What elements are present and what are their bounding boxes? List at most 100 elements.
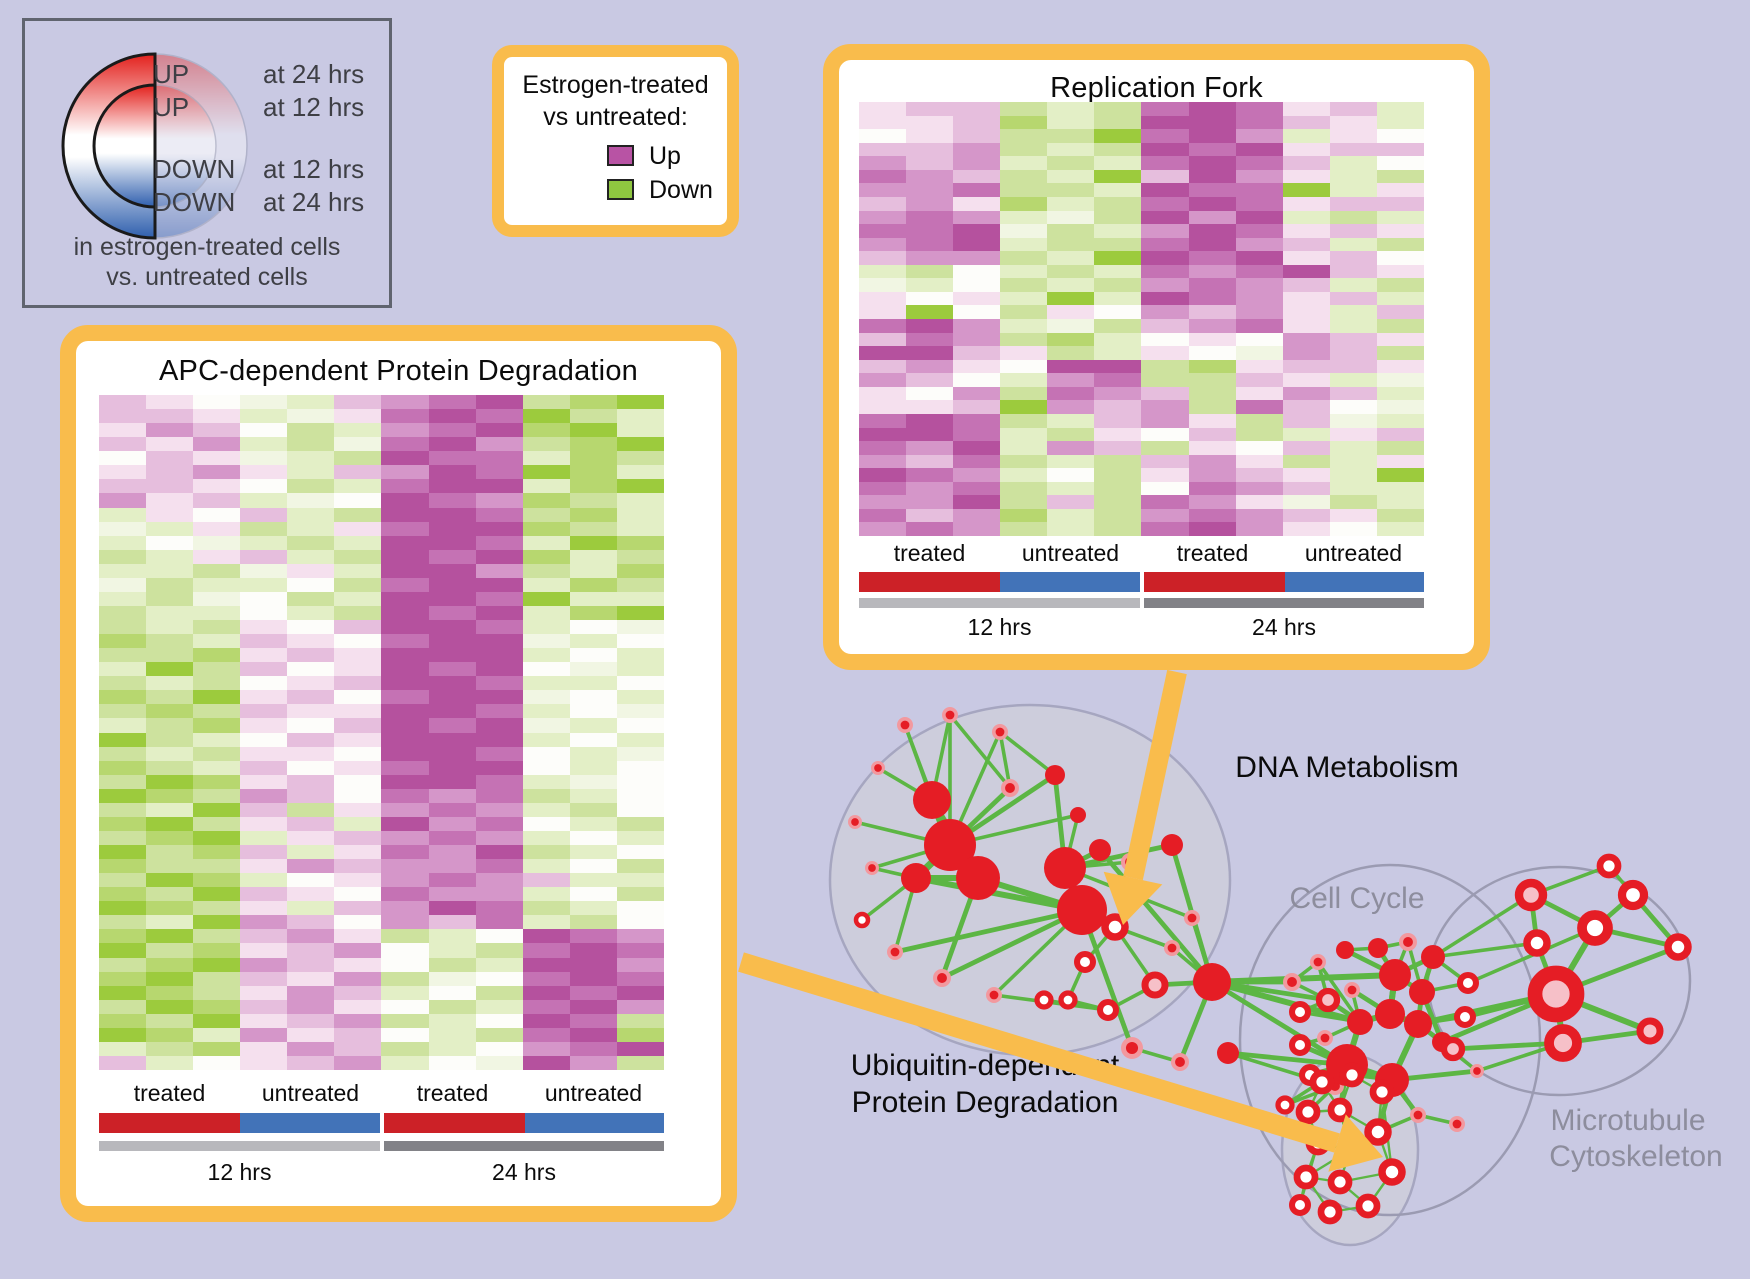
replication-fork-arrow-shaft	[1123, 669, 1187, 881]
rf-24hrs-label: 24 hrs	[1252, 614, 1316, 640]
apc-24hrs-bar	[384, 1141, 664, 1151]
down-label: Down	[649, 176, 713, 204]
network-edge	[1432, 941, 1538, 959]
gene-node-halo-core	[851, 818, 859, 826]
gene-node-solid	[1161, 834, 1183, 856]
rf-untreated-bar-24h	[1285, 572, 1424, 592]
gene-node-halo-core	[1125, 1041, 1139, 1055]
gene-node-ring	[1317, 1199, 1343, 1225]
gene-node-solid	[1193, 963, 1231, 1001]
gene-node-solid	[1217, 1042, 1239, 1064]
gene-node-solid	[1044, 847, 1086, 889]
network-edge	[1098, 848, 1214, 984]
gene-node-ring	[1034, 990, 1054, 1010]
gene-node-halo-core	[1473, 1067, 1481, 1075]
rf-12hrs-label: 12 hrs	[967, 614, 1032, 640]
gene-node-halo-core	[995, 727, 1005, 737]
legend-row-up24: UP	[153, 59, 190, 89]
gene-node-solid	[924, 819, 976, 871]
apc-12hrs-label: 12 hrs	[207, 1159, 272, 1185]
legend-time-up24: at 24 hrs	[263, 59, 365, 89]
gene-node-halo-core	[890, 947, 900, 957]
legend-footer-line1: in estrogen-treated cells	[73, 233, 341, 261]
apc-untreated-bar-12h	[240, 1113, 380, 1133]
gene-node-solid	[1404, 1010, 1432, 1038]
down-swatch	[607, 179, 634, 200]
gene-node-ring	[1617, 879, 1649, 911]
estrogen-legend-title-line1: Estrogen-treated	[522, 71, 709, 99]
gene-node-ring	[1101, 913, 1129, 941]
gene-node-ring	[1378, 1158, 1406, 1186]
gene-node-ring	[1289, 1034, 1311, 1056]
gene-node-halo-core	[1313, 957, 1323, 967]
network-label: DNA Metabolism	[1235, 751, 1458, 784]
network-label: Cytoskeleton	[1549, 1140, 1722, 1173]
rf-group-label-4: untreated	[1304, 540, 1403, 566]
gene-node-ring	[1295, 1099, 1321, 1125]
gene-node-halo-core	[1175, 1057, 1185, 1067]
gene-node-solid	[1368, 938, 1388, 958]
network-edge	[1211, 979, 1361, 1025]
gene-node-solid	[1409, 979, 1435, 1005]
gene-node-pink	[1544, 1024, 1582, 1062]
network-label: Cell Cycle	[1289, 882, 1424, 915]
ring-gradient-legend	[61, 52, 248, 240]
gene-node-solid	[1057, 885, 1107, 935]
gene-node-solid	[1045, 765, 1065, 785]
gene-node-ring	[1327, 1169, 1353, 1195]
gene-node-ring	[853, 911, 871, 929]
gene-node-halo-core	[1005, 783, 1015, 793]
inner-ring-right-half	[154, 84, 217, 208]
replication-fork-arrow-head	[1103, 871, 1163, 925]
gene-node-pink	[1440, 1036, 1466, 1062]
apc-12hrs-bar	[99, 1141, 380, 1151]
gene-network-diagram: DNA Metabolism Cell Cycle MicrotubuleCytos…	[738, 669, 1723, 1247]
gene-node-pink	[1315, 987, 1341, 1013]
gene-node-ring	[1327, 1097, 1353, 1123]
gene-node-solid	[956, 856, 1000, 900]
gene-node-halo-core	[1403, 937, 1413, 947]
gene-node-halo-core	[868, 864, 876, 872]
legend-row-down24: DOWN	[153, 187, 236, 217]
gene-node-pink	[1527, 965, 1585, 1023]
gene-node-solid	[1379, 959, 1411, 991]
apc-untreated-bar-24h	[525, 1113, 664, 1133]
apc-group-label-4: untreated	[544, 1080, 643, 1106]
network-label: Microtubule	[1550, 1104, 1705, 1137]
gene-node-ring	[1596, 853, 1622, 879]
apc-treated-bar-12h	[99, 1113, 240, 1133]
ring-legend-box: UP at 24 hrs UP at 12 hrs DOWN at 12 hrs…	[22, 18, 392, 308]
gene-node-halo-core	[1413, 1110, 1423, 1120]
gene-node-solid	[901, 863, 931, 893]
gene-node-ring	[1074, 951, 1096, 973]
network-edge	[940, 907, 1084, 981]
gene-node-halo-core	[1347, 985, 1357, 995]
gene-node-solid	[1375, 999, 1405, 1029]
gene-node-solid	[1336, 941, 1354, 959]
network-edge	[1210, 979, 1349, 1068]
estrogen-legend-box: Estrogen-treated vs untreated: Up Down	[492, 45, 739, 237]
gene-node-ring	[1339, 1062, 1365, 1088]
apc-treated-bar-24h	[384, 1113, 525, 1133]
gene-node-solid	[1421, 945, 1445, 969]
gene-node-ring	[1523, 929, 1551, 957]
legend-row-up12: UP	[153, 92, 190, 122]
rf-12hrs-bar	[859, 598, 1140, 608]
network-edge	[1211, 979, 1329, 1003]
gene-node-ring	[1454, 1006, 1476, 1028]
apc-group-label-3: treated	[416, 1080, 489, 1106]
gene-node-halo-core	[989, 990, 999, 1000]
replication-fork-title: Replication Fork	[1050, 72, 1263, 104]
gene-node-ring	[1364, 1118, 1392, 1146]
gene-node-ring	[1355, 1193, 1381, 1219]
gene-node-solid	[913, 781, 951, 819]
gene-node-solid	[1089, 839, 1111, 861]
gene-node-halo-core	[937, 973, 947, 983]
legend-time-down24: at 24 hrs	[263, 187, 365, 217]
legend-time-up12: at 12 hrs	[263, 92, 365, 122]
gene-node-halo-core	[874, 764, 882, 772]
rf-group-label-2: untreated	[1021, 540, 1120, 566]
rf-24hrs-bar	[1144, 598, 1424, 608]
network-edge	[915, 875, 1083, 913]
